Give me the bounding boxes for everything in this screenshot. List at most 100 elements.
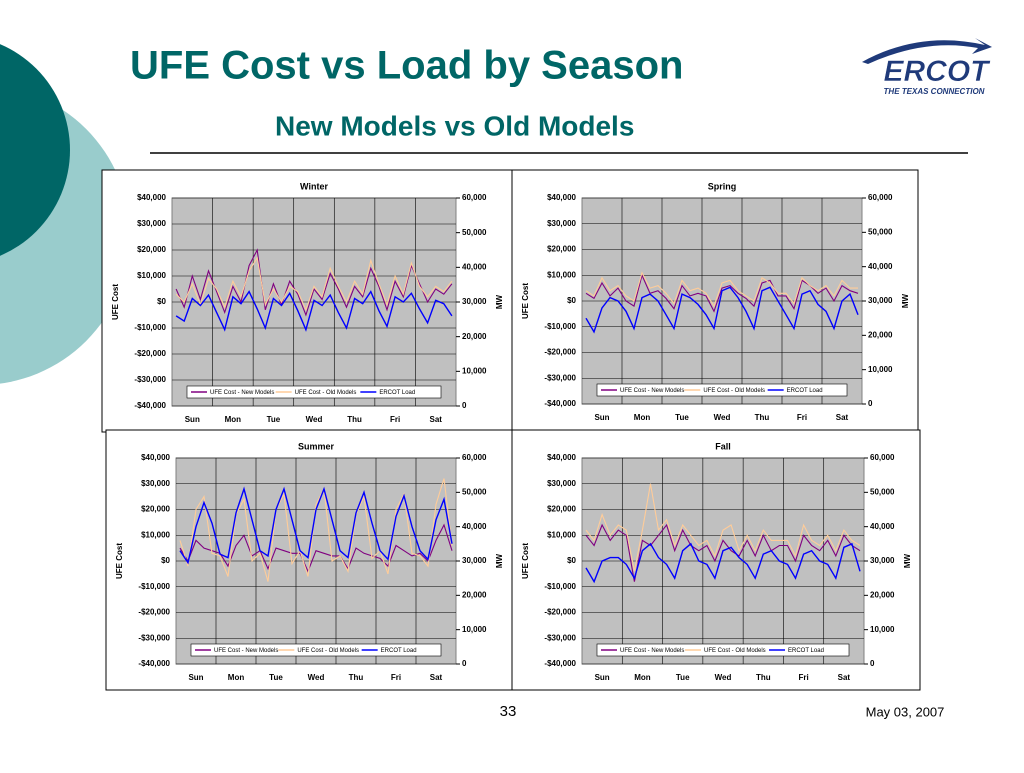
series-line xyxy=(179,478,453,582)
chart: Summer -$40,000 -$30,000 -$20,000 -$10,000 $0… xyxy=(105,429,513,691)
legend-label: ERCOT Load xyxy=(381,648,417,654)
y2-tick-label: 20,000 xyxy=(868,330,893,339)
y-tick-label: -$10,000 xyxy=(138,582,170,591)
y2-tick-label: 30,000 xyxy=(462,297,487,306)
x-tick-label: Wed xyxy=(308,673,325,682)
x-tick-label: Mon xyxy=(225,415,242,424)
y-tick-label: -$10,000 xyxy=(544,322,576,331)
y-axis-label: UFE Cost xyxy=(111,284,120,320)
date: May 03, 2007 xyxy=(866,704,945,719)
chart: Fall -$40,000 -$30,000 -$20,000 -$10,000 $0 $1… xyxy=(511,429,921,691)
series-line xyxy=(585,523,861,582)
chart-title: Summer xyxy=(298,441,335,451)
x-tick-label: Sun xyxy=(594,413,609,422)
chart-title: Winter xyxy=(300,181,328,191)
y2-tick-label: 30,000 xyxy=(870,556,895,565)
series-line xyxy=(585,286,859,334)
legend-label: UFE Cost - Old Models xyxy=(704,648,766,654)
y-tick-label: -$40,000 xyxy=(138,659,170,668)
chart-title: Fall xyxy=(715,441,731,451)
y2-tick-label: 40,000 xyxy=(870,522,895,531)
y-tick-label: -$20,000 xyxy=(544,608,576,617)
legend-label: UFE Cost - New Models xyxy=(214,648,278,654)
decor-circle xyxy=(0,44,70,256)
y-tick-label: -$30,000 xyxy=(544,633,576,642)
y-tick-label: $40,000 xyxy=(141,453,170,462)
x-tick-label: Sat xyxy=(838,673,851,682)
y2-axis-label: MW xyxy=(903,553,912,568)
y2-tick-label: 50,000 xyxy=(868,227,893,236)
x-tick-label: Fri xyxy=(797,413,807,422)
y-axis-label: UFE Cost xyxy=(521,283,530,319)
logo-swoosh xyxy=(862,38,992,64)
y-tick-label: -$10,000 xyxy=(134,323,166,332)
y2-tick-label: 10,000 xyxy=(462,366,487,375)
x-tick-label: Tue xyxy=(676,673,690,682)
x-tick-label: Tue xyxy=(267,415,281,424)
y-tick-label: $0 xyxy=(567,296,576,305)
legend-label: ERCOT Load xyxy=(379,390,415,396)
y-tick-label: $40,000 xyxy=(547,193,576,202)
legend-box xyxy=(190,643,442,657)
x-tick-label: Sat xyxy=(836,413,849,422)
y2-tick-label: 40,000 xyxy=(462,262,487,271)
y2-tick-label: 0 xyxy=(868,399,873,408)
y-axis-label: UFE Cost xyxy=(115,543,124,579)
y2-tick-label: 0 xyxy=(462,401,467,410)
y2-tick-label: 0 xyxy=(870,659,875,668)
series-line xyxy=(585,271,858,308)
legend-label: ERCOT Load xyxy=(787,388,823,394)
x-tick-label: Thu xyxy=(756,673,771,682)
x-tick-label: Sun xyxy=(595,673,610,682)
legend-label: UFE Cost - New Models xyxy=(620,648,684,654)
y-tick-label: -$30,000 xyxy=(544,373,576,382)
y2-tick-label: 60,000 xyxy=(868,193,893,202)
series-line xyxy=(175,290,453,332)
x-tick-label: Thu xyxy=(755,413,770,422)
y2-tick-label: 50,000 xyxy=(462,228,487,237)
y2-tick-label: 30,000 xyxy=(868,296,893,305)
y-tick-label: $40,000 xyxy=(547,453,576,462)
y-tick-label: $10,000 xyxy=(137,271,166,280)
legend-label: ERCOT Load xyxy=(788,648,824,654)
x-tick-label: Wed xyxy=(715,673,732,682)
x-tick-label: Fri xyxy=(391,673,401,682)
legend-label: UFE Cost - Old Models xyxy=(295,390,357,396)
chart-title: Spring xyxy=(708,181,737,191)
y-tick-label: -$10,000 xyxy=(544,582,576,591)
x-tick-label: Sun xyxy=(185,415,200,424)
y-tick-label: -$20,000 xyxy=(134,349,166,358)
x-tick-label: Fri xyxy=(798,673,808,682)
y2-tick-label: 10,000 xyxy=(870,625,895,634)
slide-title: UFE Cost vs Load by Season xyxy=(130,44,683,88)
y-tick-label: $20,000 xyxy=(141,505,170,514)
y2-tick-label: 40,000 xyxy=(868,262,893,271)
y2-axis-label: MW xyxy=(495,294,504,309)
y-axis-label: UFE Cost xyxy=(521,543,530,579)
x-tick-label: Sun xyxy=(188,673,203,682)
y2-tick-label: 0 xyxy=(462,659,467,668)
legend-label: UFE Cost - New Models xyxy=(620,388,684,394)
x-tick-label: Wed xyxy=(714,413,731,422)
x-tick-label: Fri xyxy=(390,415,400,424)
chart: Winter -$40,000 -$30,000 -$20,000 -$10,000 $0… xyxy=(101,169,513,433)
x-tick-label: Tue xyxy=(269,673,283,682)
y-tick-label: -$30,000 xyxy=(134,375,166,384)
y2-tick-label: 20,000 xyxy=(462,590,487,599)
y2-tick-label: 50,000 xyxy=(870,487,895,496)
y-tick-label: $30,000 xyxy=(547,479,576,488)
series-line xyxy=(179,486,453,565)
y2-axis-label: MW xyxy=(901,293,910,308)
y2-tick-label: 60,000 xyxy=(462,453,487,462)
slide-subtitle: New Models vs Old Models xyxy=(275,110,634,141)
series-line xyxy=(585,483,861,572)
y-tick-label: $10,000 xyxy=(141,530,170,539)
y-tick-label: $30,000 xyxy=(137,219,166,228)
y2-tick-label: 30,000 xyxy=(462,556,487,565)
y2-tick-label: 10,000 xyxy=(462,625,487,634)
y-tick-label: $30,000 xyxy=(547,219,576,228)
y2-axis-label: MW xyxy=(495,553,504,568)
y2-tick-label: 50,000 xyxy=(462,487,487,496)
page-number: 33 xyxy=(500,703,517,720)
